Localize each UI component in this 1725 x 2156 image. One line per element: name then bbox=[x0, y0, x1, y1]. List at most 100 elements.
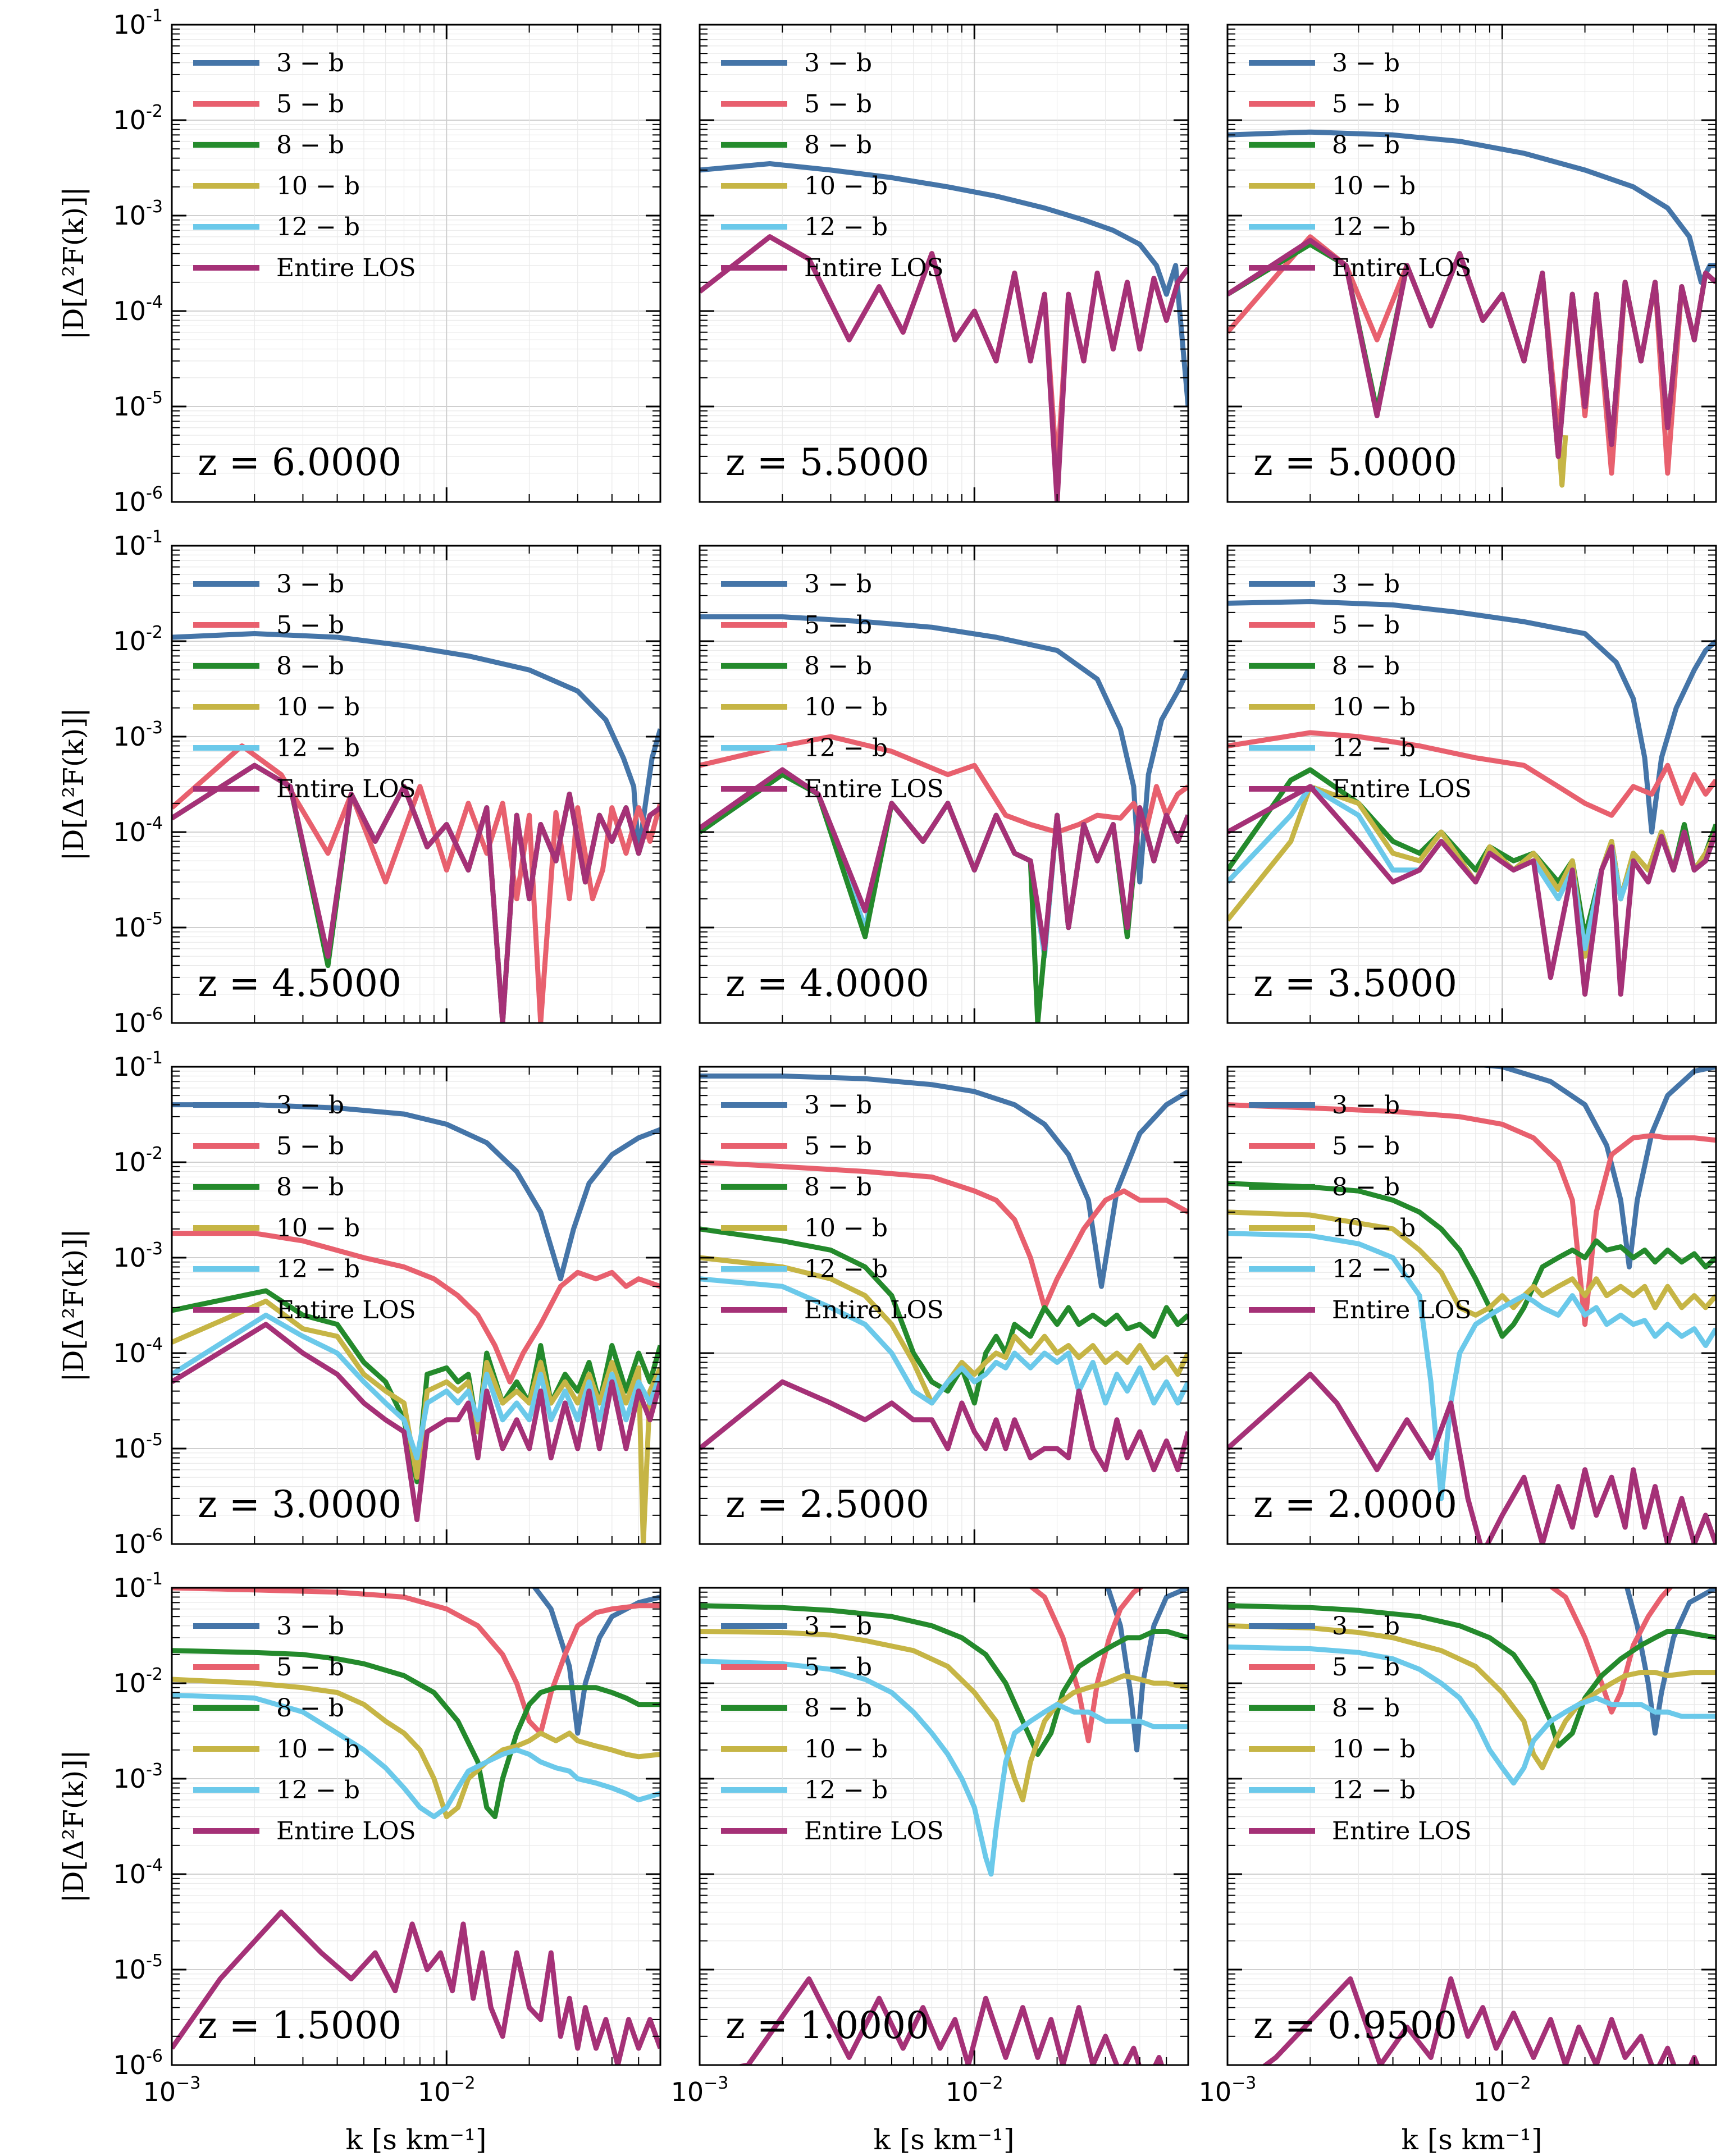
legend-label: 12 − b bbox=[276, 734, 360, 762]
legend-label: 5 − b bbox=[276, 90, 344, 118]
series-line-6 bbox=[1261, 1976, 1716, 2065]
legend-label: 12 − b bbox=[1332, 734, 1416, 762]
series-line-3 bbox=[1227, 1181, 1716, 1339]
legend-label: 5 − b bbox=[1332, 90, 1400, 118]
ticks bbox=[1226, 24, 1717, 503]
series-group bbox=[1227, 1588, 1716, 2065]
legend-label: Entire LOS bbox=[804, 1296, 944, 1324]
legend-label: 8 − b bbox=[804, 1694, 872, 1723]
panel-9: 3 − b 5 − b 8 − b 10 − b 12 − b Entire LOS z =… bbox=[1226, 1066, 1717, 1545]
panel-11: 3 − b 5 − b 8 − b 10 − b 12 − b Entire LOS z =… bbox=[699, 1587, 1189, 2066]
legend: 3 − b 5 − b 8 − b 10 − b 12 − b Entire LOS bbox=[1249, 570, 1472, 803]
series-group bbox=[1227, 599, 1716, 997]
y-tick-label: 10-3 bbox=[113, 1239, 163, 1273]
legend-label: 3 − b bbox=[1332, 570, 1400, 599]
ticks bbox=[171, 24, 661, 503]
legend-label: 8 − b bbox=[276, 1694, 344, 1723]
plot-area bbox=[1227, 546, 1716, 1023]
axes-frame bbox=[171, 24, 661, 503]
y-tick-label: 10-1 bbox=[113, 1048, 163, 1082]
legend-label: 3 − b bbox=[276, 570, 344, 599]
legend-label: 8 − b bbox=[276, 1173, 344, 1202]
legend-label: Entire LOS bbox=[804, 1817, 944, 1846]
redshift-label: z = 5.0000 bbox=[1253, 441, 1457, 484]
legend-label: 10 − b bbox=[1332, 693, 1416, 721]
x-tick-label: 10−3 bbox=[143, 2073, 201, 2107]
series-group bbox=[700, 1588, 1188, 2065]
legend-label: 8 − b bbox=[804, 652, 872, 680]
y-axis-label: |D[Δ²F(k)]| bbox=[57, 187, 90, 340]
plot-area bbox=[172, 1588, 660, 2065]
series-group bbox=[172, 1102, 660, 1544]
x-axis-label: k [s km⁻¹] bbox=[346, 2123, 487, 2156]
series-line-4 bbox=[700, 1255, 1188, 1406]
axes-frame bbox=[699, 1066, 1189, 1545]
series-line-5 bbox=[1227, 1644, 1716, 1786]
legend-label: 10 − b bbox=[276, 693, 360, 721]
legend: 3 − b 5 − b 8 − b 10 − b 12 − b Entire LOS bbox=[721, 1091, 944, 1324]
y-tick-label: 10-4 bbox=[113, 1335, 163, 1368]
legend-label: 5 − b bbox=[1332, 1132, 1400, 1161]
series-line-4 bbox=[1227, 1209, 1716, 1318]
legend: 3 − b 5 − b 8 − b 10 − b 12 − b Entire LOS bbox=[721, 570, 944, 803]
ticks bbox=[1226, 1587, 1717, 2066]
redshift-label: z = 1.5000 bbox=[198, 2004, 401, 2047]
series-line-5 bbox=[172, 1692, 660, 1820]
y-tick-label: 10-2 bbox=[113, 1144, 163, 1177]
legend-label: 3 − b bbox=[804, 1091, 872, 1120]
legend: 3 − b 5 − b 8 − b 10 − b 12 − b Entire LOS bbox=[1249, 49, 1472, 282]
legend: 3 − b 5 − b 8 − b 10 − b 12 − b Entire LOS bbox=[193, 49, 416, 282]
series-line-4 bbox=[1227, 1623, 1716, 1771]
redshift-label: z = 2.5000 bbox=[725, 1483, 929, 1526]
redshift-label: z = 6.0000 bbox=[198, 441, 401, 484]
series-line-1 bbox=[700, 614, 1188, 885]
series-line-4 bbox=[700, 1629, 1188, 1803]
panel-7: 3 − b 5 − b 8 − b 10 − b 12 − b Entire LOS z =… bbox=[171, 1066, 661, 1545]
legend-label: 8 − b bbox=[276, 131, 344, 159]
legend-label: 10 − b bbox=[1332, 1735, 1416, 1764]
legend-label: 10 − b bbox=[804, 172, 888, 200]
y-tick-label: 10-2 bbox=[113, 1665, 163, 1698]
legend-label: 12 − b bbox=[1332, 1776, 1416, 1805]
y-tick-label: 10-5 bbox=[113, 909, 163, 943]
series-line-5 bbox=[700, 1276, 1188, 1406]
y-tick-label: 10-4 bbox=[113, 814, 163, 847]
legend-label: Entire LOS bbox=[804, 254, 944, 282]
y-axis-label: |D[Δ²F(k)]| bbox=[57, 1750, 90, 1903]
series-line-3 bbox=[700, 234, 1188, 502]
legend-label: 5 − b bbox=[804, 611, 872, 640]
series-group bbox=[700, 1074, 1188, 1473]
legend-label: Entire LOS bbox=[804, 775, 944, 803]
axes-frame bbox=[1226, 24, 1717, 503]
legend-label: 8 − b bbox=[804, 131, 872, 159]
y-tick-label: 10-6 bbox=[113, 1004, 163, 1038]
panel-5: 3 − b 5 − b 8 − b 10 − b 12 − b Entire LOS z =… bbox=[699, 545, 1189, 1024]
legend-label: Entire LOS bbox=[276, 1296, 416, 1324]
series-group bbox=[1227, 1067, 1716, 1544]
legend-label: 3 − b bbox=[1332, 1091, 1400, 1120]
x-tick-label: 10−3 bbox=[1199, 2073, 1257, 2107]
y-tick-label: 10-5 bbox=[113, 388, 163, 422]
legend-label: 10 − b bbox=[804, 1214, 888, 1243]
y-tick-label: 10-2 bbox=[113, 102, 163, 135]
y-axis-label: |D[Δ²F(k)]| bbox=[57, 708, 90, 861]
legend-label: Entire LOS bbox=[276, 1817, 416, 1846]
series-line-6 bbox=[734, 1976, 1165, 2065]
axes-frame bbox=[1226, 545, 1717, 1024]
series-line-1 bbox=[172, 631, 660, 856]
ticks bbox=[699, 1587, 1189, 2066]
panel-6: 3 − b 5 − b 8 − b 10 − b 12 − b Entire LOS z =… bbox=[1226, 545, 1717, 1024]
legend-label: 12 − b bbox=[804, 1255, 888, 1283]
legend-label: 3 − b bbox=[1332, 49, 1400, 77]
axes-frame bbox=[1226, 1066, 1717, 1545]
legend-label: 10 − b bbox=[1332, 172, 1416, 200]
series-line-6 bbox=[172, 1322, 660, 1523]
series-line-2 bbox=[172, 1588, 660, 1736]
grid bbox=[699, 24, 1189, 503]
series-line-6 bbox=[1227, 784, 1716, 997]
axes-frame bbox=[699, 24, 1189, 503]
legend-label: 12 − b bbox=[804, 1776, 888, 1805]
legend-label: 5 − b bbox=[804, 90, 872, 118]
series-line-3 bbox=[700, 1603, 1188, 1757]
